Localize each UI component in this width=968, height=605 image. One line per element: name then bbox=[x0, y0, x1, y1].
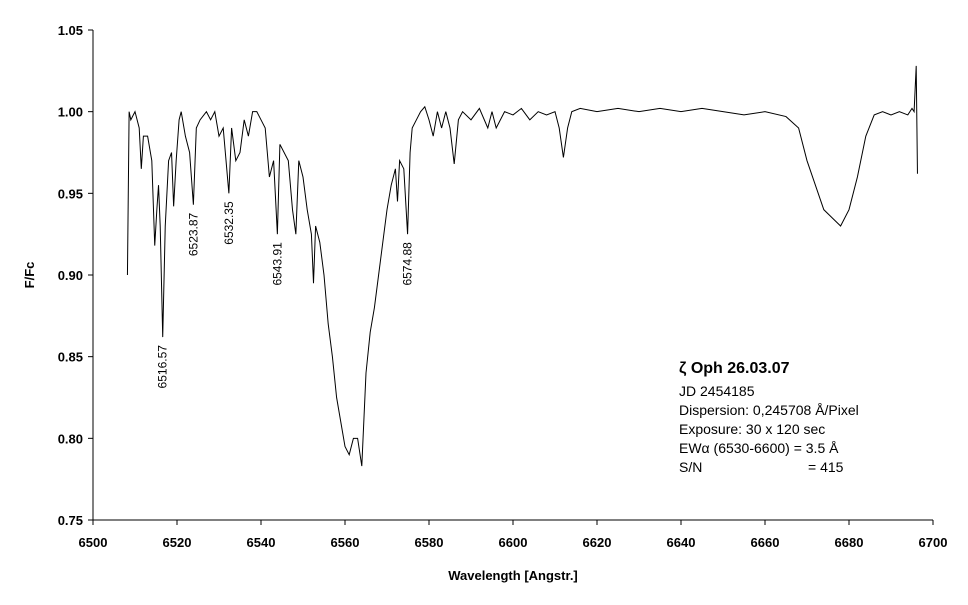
info-sn-label: S/N bbox=[679, 459, 702, 475]
x-tick-label: 6600 bbox=[499, 535, 528, 550]
x-tick-label: 6680 bbox=[835, 535, 864, 550]
y-axis-title: F/Fc bbox=[22, 262, 37, 289]
x-tick-label: 6500 bbox=[79, 535, 108, 550]
x-tick-label: 6580 bbox=[415, 535, 444, 550]
info-title: ζ Oph 26.03.07 bbox=[679, 360, 790, 377]
x-tick-label: 6540 bbox=[247, 535, 276, 550]
info-sn-value: = 415 bbox=[808, 459, 844, 475]
y-tick-label: 1.05 bbox=[58, 23, 83, 38]
x-tick-label: 6560 bbox=[331, 535, 360, 550]
x-tick-label: 6520 bbox=[163, 535, 192, 550]
y-tick-label: 0.85 bbox=[58, 350, 83, 365]
info-line: Exposure: 30 x 120 sec bbox=[679, 421, 825, 437]
y-tick-label: 1.00 bbox=[58, 105, 83, 120]
line-annotation: 6543.91 bbox=[270, 242, 284, 286]
line-annotation: 6516.57 bbox=[156, 345, 170, 389]
line-annotation: 6574.88 bbox=[400, 242, 414, 286]
info-line: JD 2454185 bbox=[679, 383, 755, 399]
y-tick-label: 0.75 bbox=[58, 513, 83, 528]
line-annotation: 6532.35 bbox=[222, 201, 236, 245]
x-tick-label: 6660 bbox=[751, 535, 780, 550]
y-tick-label: 0.80 bbox=[58, 431, 83, 446]
x-tick-label: 6700 bbox=[919, 535, 948, 550]
info-line: Dispersion: 0,245708 Å/Pixel bbox=[679, 402, 859, 418]
x-tick-label: 6640 bbox=[667, 535, 696, 550]
spectrum-line bbox=[126, 65, 918, 467]
x-axis-title: Wavelength [Angstr.] bbox=[448, 568, 578, 583]
x-tick-label: 6620 bbox=[583, 535, 612, 550]
info-line: EWα (6530-6600) = 3.5 Å bbox=[679, 440, 839, 456]
y-tick-label: 0.95 bbox=[58, 186, 83, 201]
y-tick-label: 0.90 bbox=[58, 268, 83, 283]
line-annotation: 6523.87 bbox=[186, 212, 200, 256]
